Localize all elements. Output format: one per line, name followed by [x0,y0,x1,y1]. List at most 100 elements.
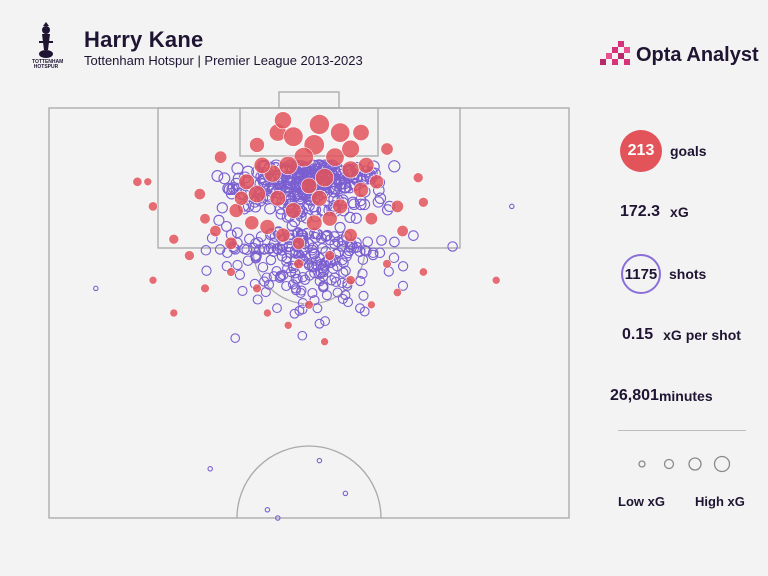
shot-marker [329,272,340,283]
shot-marker [357,268,368,279]
goal-marker [233,190,249,206]
goal-marker [132,176,143,187]
page-subtitle: Tottenham Hotspur | Premier League 2013-… [84,53,363,68]
goal-marker [184,250,195,261]
goal-marker [259,219,276,235]
goal-marker [332,198,349,215]
shot-marker [258,244,270,255]
shot-marker [297,330,308,341]
goal-frame [278,91,340,109]
shot-marker [201,265,212,276]
goal-marker [148,275,158,285]
shot-marker [297,272,308,283]
xg-stat: 172.3 xG [620,203,689,221]
goal-marker [324,250,336,261]
shot-marker [265,242,277,254]
shot-marker [211,170,224,182]
shot-marker [294,189,306,202]
shot-marker [340,265,351,276]
goal-marker [214,150,228,164]
shot-marker [283,181,296,194]
shot-marker [309,295,320,306]
goal-marker [396,225,409,238]
xg-per-shot-label: xG per shot [663,327,741,343]
goal-marker [418,267,428,277]
shot-marker [317,243,328,254]
goal-marker [200,283,210,294]
goal-marker [341,160,360,179]
shot-marker [275,515,281,521]
shot-marker [388,252,400,264]
goal-marker [353,182,369,198]
shot-marker [358,198,371,211]
shot-marker [342,297,354,308]
goal-marker [169,308,179,318]
shot-marker [308,160,321,173]
goal-marker [278,155,298,175]
brand-name: Opta Analyst [636,43,759,66]
shot-marker [306,163,320,177]
shots-stat: 1175 shots [621,254,706,294]
goal-marker [275,227,291,243]
shot-marker [314,276,325,287]
goal-marker [252,283,262,294]
goal-marker [283,320,293,330]
shot-marker [272,303,282,314]
shot-marker [207,466,213,472]
shot-marker [230,333,241,343]
xg-label: xG [670,204,689,220]
shot-marker [261,180,274,193]
shot-marker [289,308,300,319]
shot-marker [408,230,419,241]
shot-marker [265,254,277,266]
shot-marker [338,267,349,278]
shot-marker [350,212,362,224]
minutes-label: minutes [658,388,713,404]
club-crest-icon [39,22,53,58]
shot-marker [213,214,225,226]
center-circle-arc [236,445,382,519]
shot-marker [320,316,331,327]
goal-marker [380,142,394,156]
shot-marker [334,221,346,233]
goal-marker [321,210,338,227]
goal-marker [343,228,358,243]
legend-circle-l [713,455,731,473]
shot-marker [358,290,369,301]
shot-marker [372,196,385,208]
shot-marker [344,241,356,253]
shot-marker [354,246,366,257]
shot-marker [318,265,329,276]
goal-marker [293,147,314,168]
shot-marker [338,181,351,194]
page-title: Harry Kane [84,27,204,52]
shot-marker [316,457,323,464]
legend-divider [618,430,746,431]
xg-size-legend [638,455,731,473]
shot-marker [231,227,243,239]
shot-marker [263,279,275,290]
minutes-stat: 26,801 minutes [610,387,713,405]
goal-marker [412,172,424,183]
goal-marker [306,214,323,232]
shot-marker [282,175,296,188]
goal-marker [330,122,351,143]
goal-marker [263,308,272,318]
shot-marker [216,202,228,214]
shot-marker [237,285,248,296]
shot-marker [337,293,348,304]
legend-circle-s [663,458,675,470]
shot-marker [308,248,320,259]
shot-marker [264,507,271,513]
shot-marker [355,303,365,314]
shots-layer [93,159,515,521]
shot-marker [241,244,253,256]
shot-marker [231,162,244,175]
goal-marker [392,287,402,297]
goal-marker [292,236,306,250]
shot-marker [276,244,288,256]
shot-marker [388,160,401,173]
pitch-lines [48,91,570,519]
goal-marker [226,267,236,277]
shot-marker [290,285,302,296]
